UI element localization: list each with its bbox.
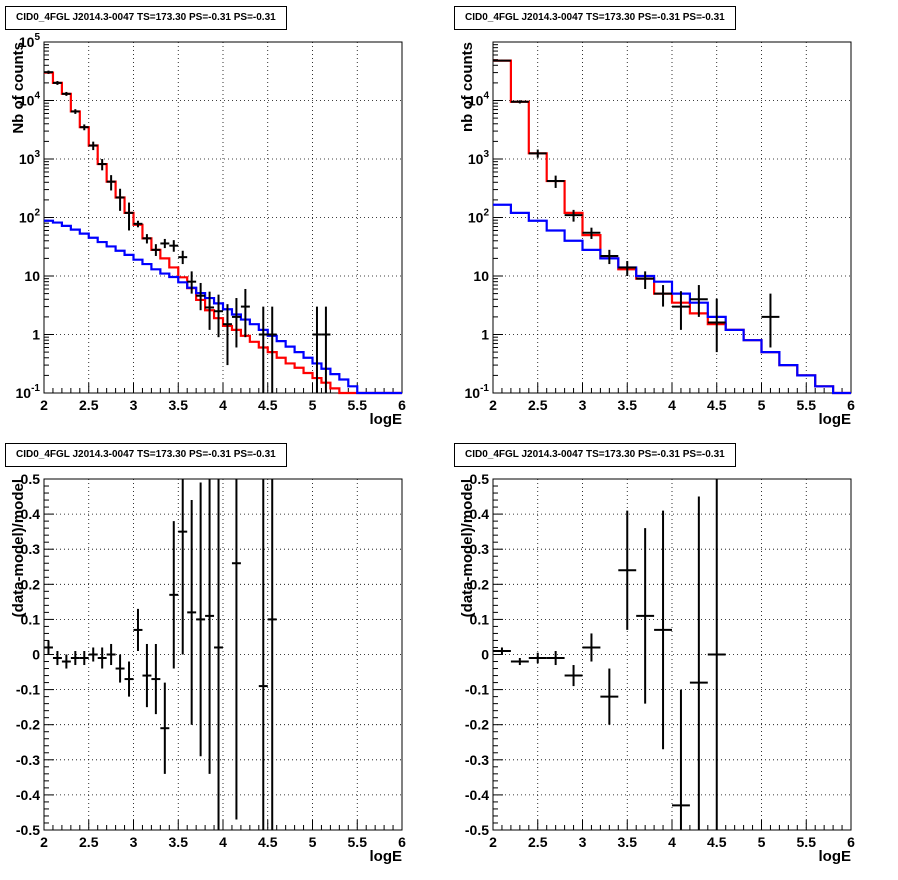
y-tick-label: 0	[32, 647, 40, 663]
chart-title: CID0_4FGL J2014.3-0047 TS=173.30 PS=-0.3…	[454, 443, 736, 467]
grid	[44, 479, 402, 830]
x-tick-label: 5.5	[348, 397, 368, 413]
y-tick-label: -0.4	[16, 787, 40, 803]
y-tick-label: 10	[473, 268, 489, 284]
x-tick-label: 4.5	[258, 397, 278, 413]
y-axis-label: nb of counts	[459, 42, 476, 132]
y-tick-label: 0.2	[21, 576, 41, 592]
x-axis-label: logE	[819, 848, 852, 865]
chart-title: CID0_4FGL J2014.3-0047 TS=173.30 PS=-0.3…	[5, 443, 287, 467]
y-tick-label: -0.5	[16, 822, 40, 838]
x-tick-label: 4	[668, 397, 676, 413]
y-tick-label: -0.1	[465, 682, 489, 698]
chart-title: CID0_4FGL J2014.3-0047 TS=173.30 PS=-0.3…	[5, 6, 287, 30]
x-tick-label: 5	[758, 397, 766, 413]
x-tick-label: 6	[398, 397, 406, 413]
x-axis-label: logE	[370, 848, 403, 865]
x-tick-label: 5.5	[797, 397, 817, 413]
y-tick-label: 0.3	[470, 541, 490, 557]
x-tick-label: 5	[758, 834, 766, 850]
series-line-1	[493, 203, 851, 395]
y-tick-label: 104	[468, 91, 490, 109]
x-tick-label: 2	[40, 397, 48, 413]
x-tick-label: 2.5	[528, 397, 548, 413]
x-tick-label: 4.5	[707, 397, 727, 413]
y-axis-label: Nb of counts	[10, 42, 27, 134]
y-tick-label: 10	[24, 268, 40, 284]
x-tick-label: 5	[309, 834, 317, 850]
x-axis-label: logE	[819, 411, 852, 428]
x-tick-label: 3	[130, 834, 138, 850]
y-tick-label: 102	[468, 208, 490, 226]
chart-panel-top-left: 2 2.5 3 3.5 4 4.5 5 5.5 6 10-1 1 10 102 103 104 105 logE…	[0, 0, 449, 437]
chart-title: CID0_4FGL J2014.3-0047 TS=173.30 PS=-0.3…	[454, 6, 736, 30]
y-tick-label: 0.1	[21, 611, 41, 627]
chart-residuals-left: 2 2.5 3 3.5 4 4.5 5 5.5 6 -0.5 -0.4 -0.3 -0.2 -0.1 0 0.…	[10, 471, 406, 865]
y-tick-label: 1	[481, 327, 489, 343]
x-tick-label: 6	[847, 397, 855, 413]
y-tick-label: -0.3	[16, 752, 40, 768]
y-tick-label: 105	[19, 32, 41, 50]
y-tick-label: 0.4	[470, 506, 490, 522]
x-tick-label: 3.5	[618, 397, 638, 413]
x-tick-label: 5	[309, 397, 317, 413]
x-tick-label: 3.5	[169, 834, 189, 850]
y-tick-label: 0.1	[470, 611, 490, 627]
chart-panel-top-right: 2 2.5 3 3.5 4 4.5 5 5.5 6 10-1 1 10 102 103 104 logE nb …	[449, 0, 898, 437]
chart-counts-left: 2 2.5 3 3.5 4 4.5 5 5.5 6 10-1 1 10 102 103 104 105 logE…	[10, 32, 406, 428]
y-tick-label: -0.3	[465, 752, 489, 768]
y-tick-label: 0.3	[21, 541, 41, 557]
x-tick-label: 3	[579, 834, 587, 850]
y-tick-label: 0.5	[21, 471, 41, 487]
y-tick-label: -0.4	[465, 787, 489, 803]
x-tick-label: 2	[489, 397, 497, 413]
x-tick-label: 4.5	[258, 834, 278, 850]
data-points	[493, 59, 780, 353]
y-tick-label: -0.5	[465, 822, 489, 838]
x-axis-label: logE	[370, 411, 403, 428]
y-axis-label: (data-model)/model	[459, 479, 476, 617]
x-tick-label: 2.5	[79, 397, 99, 413]
x-tick-label: 4	[668, 834, 676, 850]
x-tick-label: 3.5	[618, 834, 638, 850]
x-tick-label: 3	[130, 397, 138, 413]
y-axis-label: (data-model)/model	[10, 479, 27, 617]
x-tick-label: 6	[847, 834, 855, 850]
y-tick-label: 103	[19, 149, 41, 167]
x-tick-label: 2	[40, 834, 48, 850]
y-tick-label: 10-1	[16, 383, 41, 401]
chart-panel-bottom-left: 2 2.5 3 3.5 4 4.5 5 5.5 6 -0.5 -0.4 -0.3 -0.2 -0.1 0 0.…	[0, 437, 449, 875]
y-tick-label: 0	[481, 647, 489, 663]
x-tick-label: 2.5	[79, 834, 99, 850]
x-tick-label: 5.5	[797, 834, 817, 850]
data-points	[493, 479, 726, 830]
y-tick-label: -0.1	[16, 682, 40, 698]
x-tick-label: 4.5	[707, 834, 727, 850]
y-tick-label: 0.2	[470, 576, 490, 592]
x-tick-label: 3	[579, 397, 587, 413]
x-tick-label: 6	[398, 834, 406, 850]
x-tick-label: 5.5	[348, 834, 368, 850]
y-tick-label: 104	[19, 91, 41, 109]
x-tick-label: 2	[489, 834, 497, 850]
y-tick-label: 0.4	[21, 506, 41, 522]
x-tick-label: 4	[219, 834, 227, 850]
y-tick-label: 102	[19, 208, 41, 226]
y-tick-label: -0.2	[465, 717, 489, 733]
x-tick-label: 2.5	[528, 834, 548, 850]
chart-residuals-right: 2 2.5 3 3.5 4 4.5 5 5.5 6 -0.5 -0.4 -0.3 -0.2 -0.1 0 0.…	[459, 471, 855, 865]
y-tick-label: -0.2	[16, 717, 40, 733]
y-tick-label: 10-1	[465, 383, 490, 401]
chart-counts-right: 2 2.5 3 3.5 4 4.5 5 5.5 6 10-1 1 10 102 103 104 logE nb …	[459, 41, 855, 428]
x-tick-label: 4	[219, 397, 227, 413]
x-tick-label: 3.5	[169, 397, 189, 413]
axis-ticks	[492, 44, 852, 394]
chart-panel-bottom-right: 2 2.5 3 3.5 4 4.5 5 5.5 6 -0.5 -0.4 -0.3 -0.2 -0.1 0 0.…	[449, 437, 898, 875]
axis-ticks	[43, 478, 403, 831]
data-points	[44, 70, 331, 393]
y-tick-label: 0.5	[470, 471, 490, 487]
data-points	[44, 479, 277, 830]
y-tick-label: 1	[32, 327, 40, 343]
y-tick-label: 103	[468, 149, 490, 167]
